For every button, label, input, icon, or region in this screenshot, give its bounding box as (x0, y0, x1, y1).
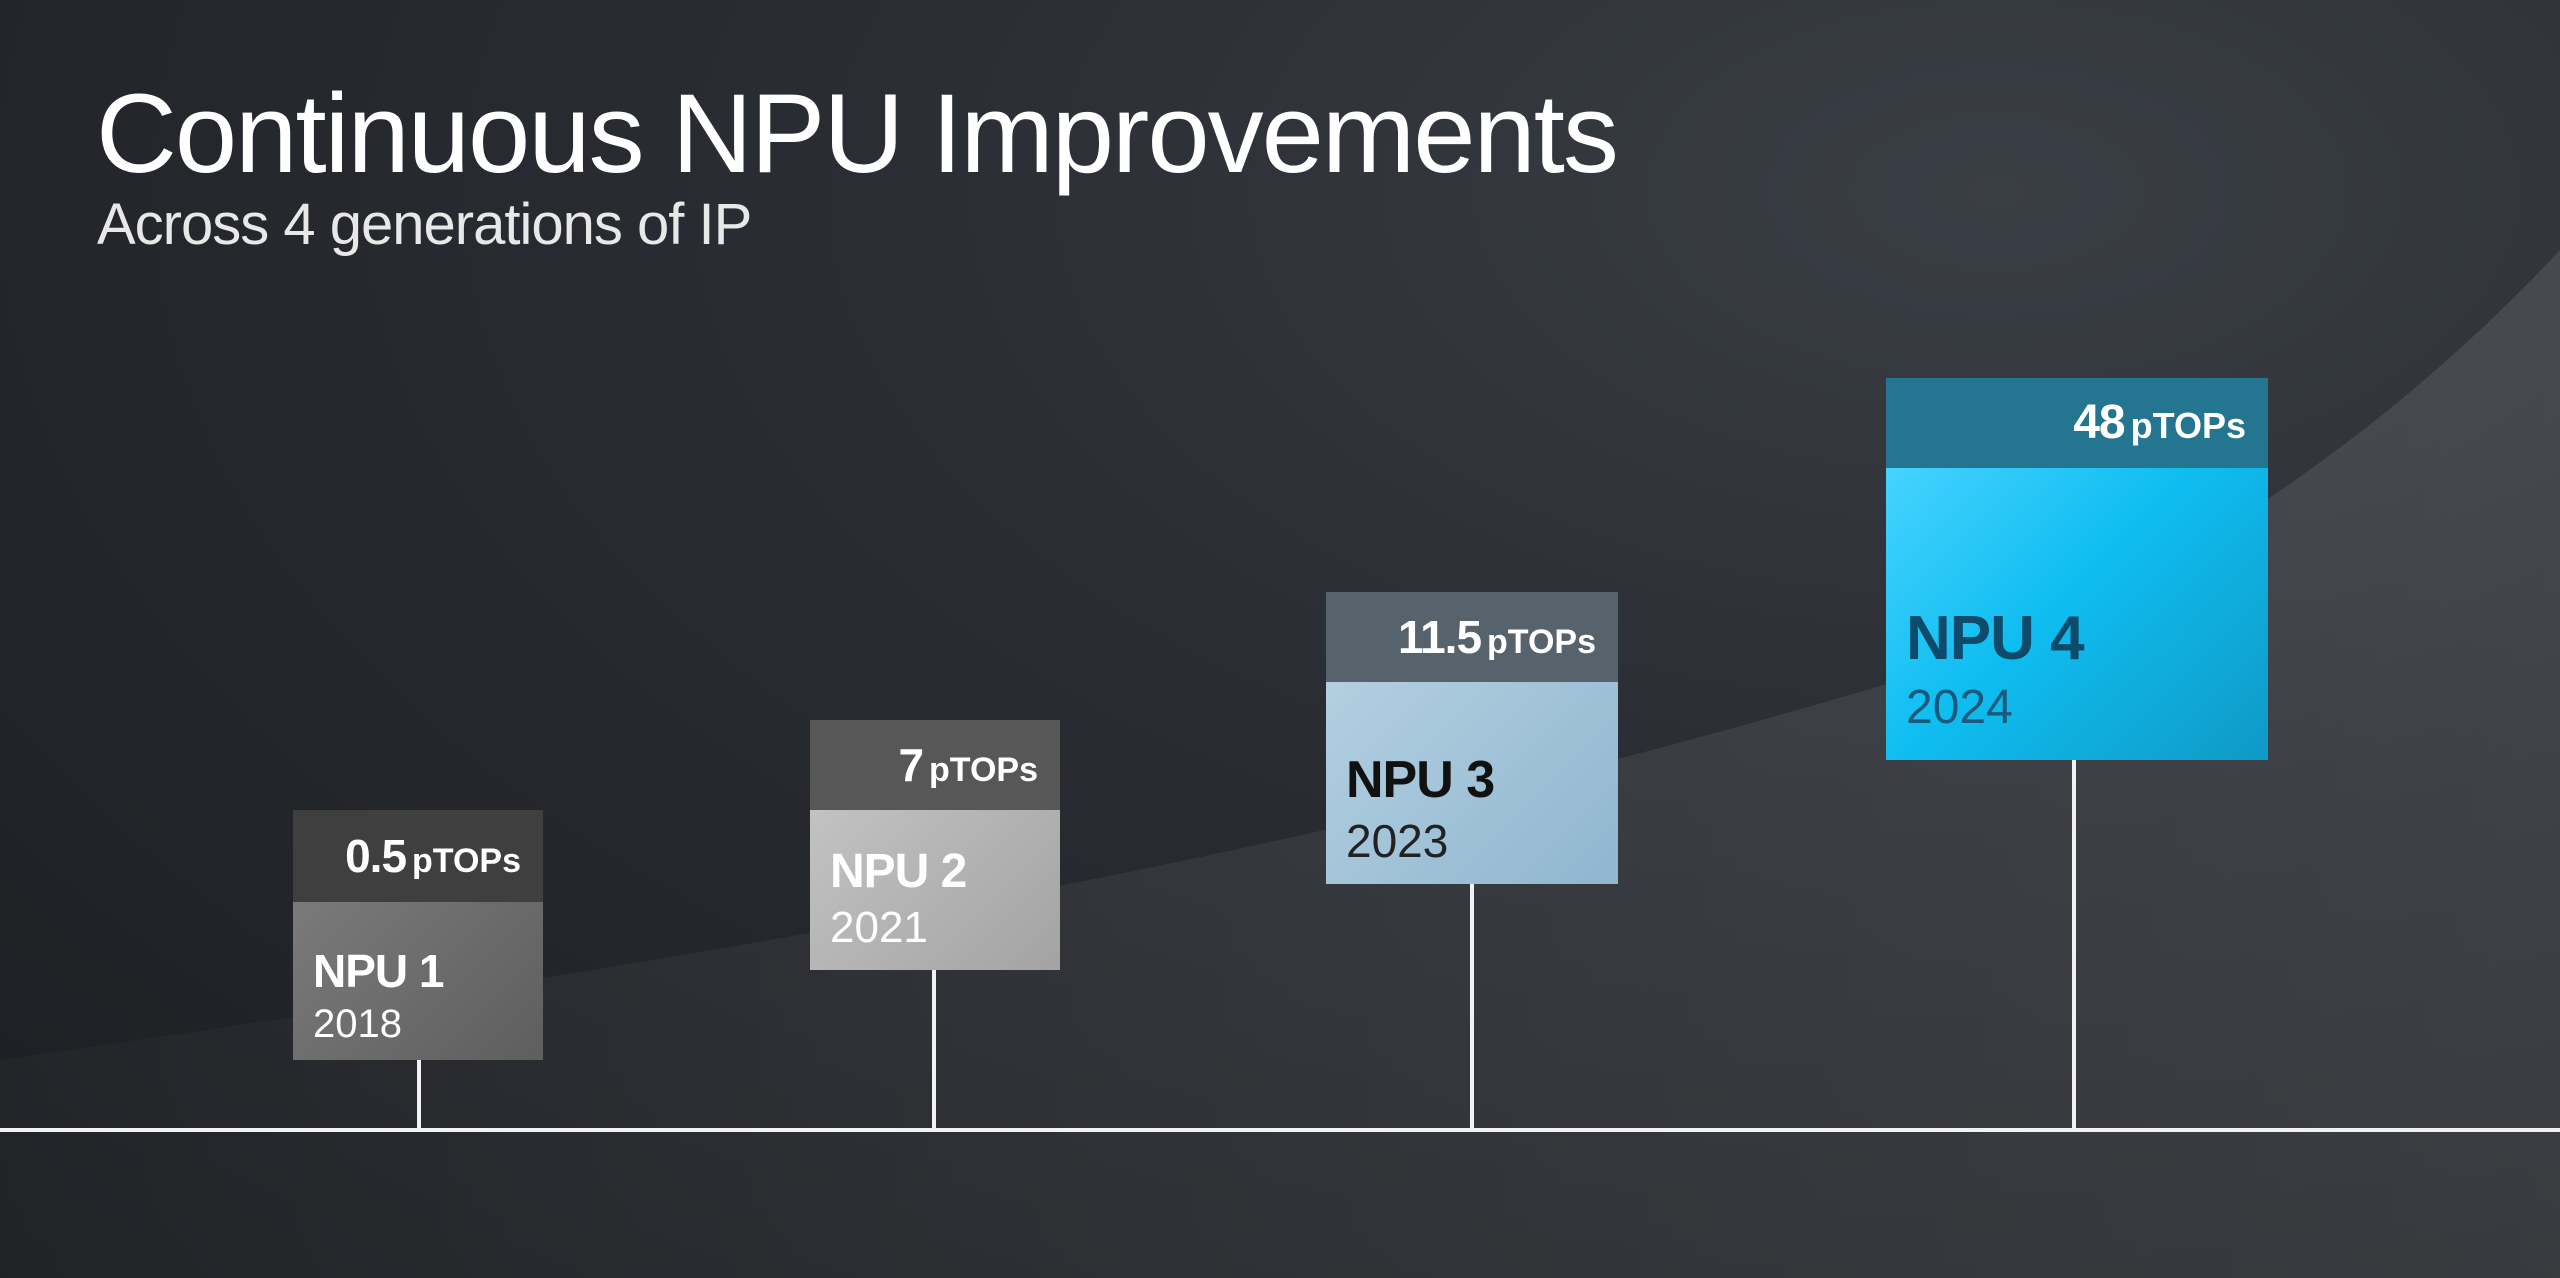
generation-year: 2021 (830, 903, 928, 952)
generation-year: 2023 (1346, 815, 1449, 867)
performance-value: 0.5 (345, 830, 407, 882)
generation-card: NPU 1 2018 (293, 902, 543, 1060)
generation-card: NPU 4 2024 (1886, 468, 2268, 760)
performance-unit: pTOPs (929, 751, 1038, 789)
timeline-stem (2072, 760, 2076, 1130)
performance-value: 11.5 (1398, 611, 1482, 663)
generation-name: NPU 2 (830, 845, 967, 898)
performance-unit: pTOPs (412, 842, 521, 880)
timeline-stem (1470, 884, 1474, 1130)
generation-name: NPU 1 (313, 945, 444, 997)
generation-year: 2018 (313, 1002, 402, 1046)
performance-unit: pTOPs (2130, 405, 2246, 446)
timeline-stem (417, 1060, 421, 1130)
performance-header: 11.5 pTOPs (1326, 592, 1618, 682)
timeline-axis (0, 1128, 2560, 1132)
performance-unit: pTOPs (1487, 623, 1596, 661)
performance-value: 48 (2073, 396, 2125, 449)
generation-card: NPU 3 2023 (1326, 682, 1618, 884)
performance-value: 7 (898, 739, 924, 791)
generation-name: NPU 4 (1906, 604, 2085, 673)
slide-subtitle: Across 4 generations of IP (97, 192, 752, 257)
generation-card: NPU 2 2021 (810, 810, 1060, 970)
slide-title: Continuous NPU Improvements (96, 71, 1619, 196)
generation-year: 2024 (1906, 681, 2013, 734)
performance-header: 7 pTOPs (810, 720, 1060, 810)
performance-header: 48 pTOPs (1886, 378, 2268, 468)
generation-name: NPU 3 (1346, 751, 1495, 809)
timeline-stem (932, 970, 936, 1130)
performance-header: 0.5 pTOPs (293, 810, 543, 902)
